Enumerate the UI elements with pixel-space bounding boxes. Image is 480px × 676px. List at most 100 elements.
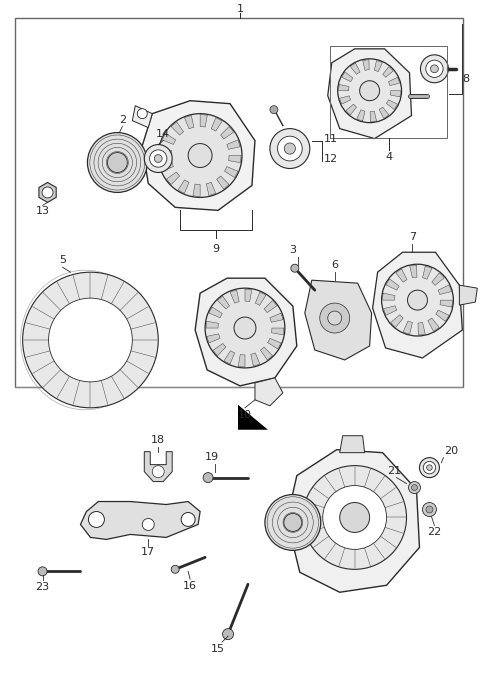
Circle shape (420, 55, 448, 82)
Wedge shape (422, 266, 432, 279)
Polygon shape (238, 405, 268, 430)
Wedge shape (251, 353, 260, 366)
Text: 15: 15 (211, 644, 225, 654)
Polygon shape (328, 49, 411, 139)
Circle shape (234, 317, 256, 339)
Text: 10: 10 (238, 410, 252, 420)
Polygon shape (459, 285, 477, 305)
Wedge shape (227, 140, 240, 149)
Wedge shape (206, 183, 216, 195)
Circle shape (303, 466, 407, 569)
Wedge shape (386, 279, 399, 290)
Wedge shape (228, 155, 241, 163)
Circle shape (181, 512, 195, 527)
Text: 17: 17 (141, 548, 156, 558)
Wedge shape (213, 343, 226, 356)
Text: 4: 4 (385, 151, 392, 162)
Wedge shape (384, 306, 397, 315)
Circle shape (422, 502, 436, 516)
Circle shape (284, 143, 295, 154)
Wedge shape (379, 107, 389, 118)
Text: 22: 22 (427, 527, 442, 537)
Wedge shape (374, 61, 383, 72)
Text: 21: 21 (387, 466, 402, 476)
Wedge shape (167, 172, 180, 185)
Wedge shape (403, 321, 412, 334)
Circle shape (320, 303, 350, 333)
Circle shape (426, 506, 433, 513)
Circle shape (265, 495, 321, 550)
Wedge shape (436, 310, 449, 321)
Text: 12: 12 (324, 153, 338, 164)
Wedge shape (159, 148, 172, 155)
Text: 23: 23 (36, 582, 49, 592)
Circle shape (108, 153, 127, 172)
Wedge shape (171, 122, 183, 135)
Circle shape (431, 65, 438, 73)
Polygon shape (287, 450, 420, 592)
Circle shape (323, 485, 386, 550)
Circle shape (427, 465, 432, 470)
Wedge shape (440, 300, 452, 307)
Circle shape (155, 155, 162, 162)
Polygon shape (340, 436, 365, 453)
Polygon shape (142, 101, 255, 210)
Circle shape (270, 128, 310, 168)
Wedge shape (264, 301, 277, 312)
Text: 8: 8 (462, 74, 469, 84)
Circle shape (284, 514, 302, 531)
Wedge shape (206, 321, 218, 328)
Wedge shape (340, 96, 351, 104)
Wedge shape (260, 347, 273, 360)
Circle shape (171, 565, 179, 573)
Wedge shape (410, 265, 417, 278)
Wedge shape (391, 315, 403, 327)
Wedge shape (245, 289, 252, 301)
Wedge shape (184, 116, 194, 129)
Circle shape (137, 109, 147, 118)
Wedge shape (217, 296, 229, 309)
Circle shape (23, 272, 158, 408)
Text: 11: 11 (324, 134, 338, 143)
Wedge shape (200, 115, 207, 127)
Circle shape (340, 502, 370, 533)
Circle shape (426, 60, 443, 78)
Circle shape (382, 264, 454, 336)
Wedge shape (225, 166, 238, 178)
Text: 13: 13 (36, 206, 49, 216)
Polygon shape (144, 452, 172, 481)
Wedge shape (224, 351, 235, 364)
Wedge shape (339, 84, 349, 91)
Wedge shape (350, 63, 360, 74)
Wedge shape (386, 100, 397, 110)
Polygon shape (132, 105, 152, 128)
Bar (330, 46, 447, 138)
Text: 20: 20 (444, 445, 458, 456)
Circle shape (205, 288, 285, 368)
Circle shape (291, 264, 299, 272)
Wedge shape (370, 111, 376, 122)
Text: 16: 16 (183, 581, 197, 592)
Circle shape (270, 105, 278, 114)
Wedge shape (255, 292, 266, 306)
Polygon shape (372, 252, 462, 358)
Circle shape (423, 462, 436, 474)
Circle shape (277, 136, 302, 161)
Wedge shape (209, 307, 222, 318)
Wedge shape (383, 293, 395, 300)
Text: 14: 14 (156, 128, 170, 139)
Polygon shape (39, 183, 56, 202)
Wedge shape (216, 176, 229, 189)
Wedge shape (428, 318, 439, 331)
Text: 19: 19 (205, 452, 219, 462)
Text: 3: 3 (289, 245, 296, 256)
Text: 2: 2 (119, 115, 126, 124)
Circle shape (408, 290, 428, 310)
Circle shape (420, 458, 439, 478)
Wedge shape (230, 290, 239, 303)
Circle shape (328, 311, 342, 325)
Circle shape (42, 187, 53, 198)
Wedge shape (211, 118, 222, 131)
Wedge shape (162, 133, 176, 145)
Circle shape (87, 132, 147, 193)
